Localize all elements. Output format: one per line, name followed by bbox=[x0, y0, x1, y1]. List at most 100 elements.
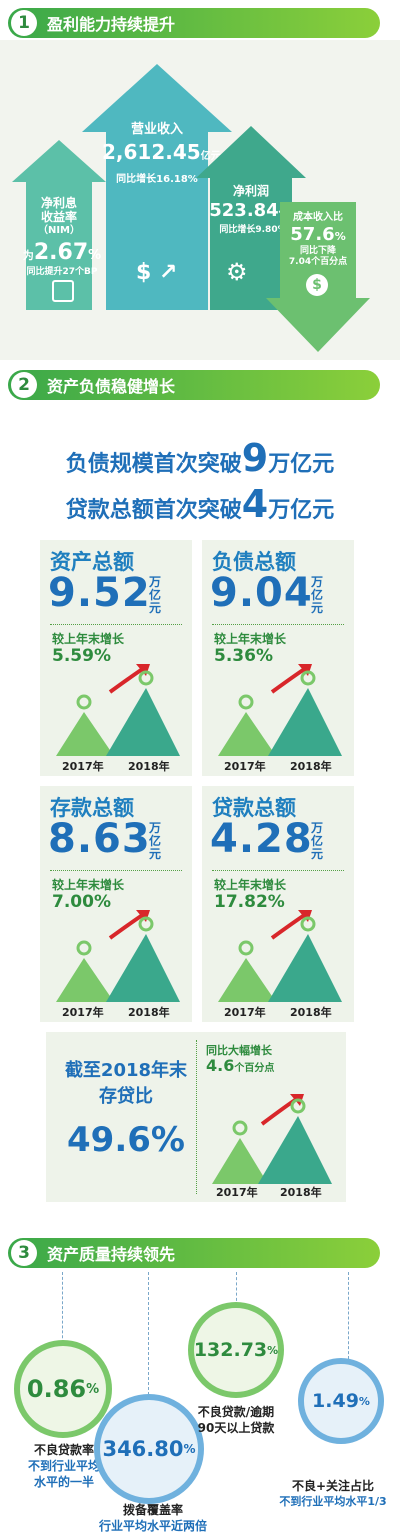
ldr-value: 49.6% bbox=[67, 1120, 185, 1160]
mountain-2018 bbox=[106, 934, 180, 1002]
pin-2017 bbox=[238, 940, 254, 956]
pin-2018 bbox=[138, 916, 154, 932]
profit-arrow-shape bbox=[196, 126, 306, 310]
attention-circle: 1.49% bbox=[298, 1358, 384, 1444]
card-value: 9.52 bbox=[48, 570, 151, 616]
card-mountains bbox=[218, 664, 342, 756]
year-2017: 2017年 bbox=[62, 760, 104, 773]
pin-2017 bbox=[238, 694, 254, 710]
npl-text: 不良贷款率 不到行业平均 水平的一半 bbox=[27, 1443, 100, 1489]
npl-circle: 0.86% bbox=[14, 1340, 112, 1438]
overdue-text: 不良贷款/逾期 90天以上贷款 bbox=[197, 1405, 275, 1435]
npl-line bbox=[62, 1272, 63, 1348]
ldr-pct: 4.6个百分点 bbox=[206, 1056, 275, 1075]
card-sub: 较上年末增长 bbox=[52, 878, 125, 892]
card-sub: 较上年末增长 bbox=[52, 632, 125, 646]
card-value: 4.28 bbox=[210, 816, 313, 862]
mountain-2017 bbox=[56, 958, 114, 1002]
coverage-circle: 346.80% bbox=[94, 1394, 204, 1504]
nim-value: 为2.67% bbox=[22, 240, 102, 265]
coverage-line bbox=[148, 1272, 149, 1400]
card-mountains bbox=[56, 910, 180, 1002]
cost-label: 成本收入比 bbox=[293, 212, 343, 223]
card-mountains bbox=[56, 664, 180, 756]
mountain-2017 bbox=[218, 958, 276, 1002]
card-title: 负债总额 bbox=[212, 550, 296, 574]
card-pct: 7.00% bbox=[52, 892, 111, 912]
overdue-circle: 132.73% bbox=[188, 1302, 284, 1398]
nim-arrow-shape bbox=[12, 140, 106, 310]
ldr-label: 截至2018年末 存贷比 bbox=[64, 1060, 188, 1107]
gear-icon: ⚙ bbox=[226, 258, 248, 286]
card-unit: 万亿元 bbox=[310, 821, 323, 861]
card-value: 8.63 bbox=[48, 816, 151, 862]
section3-title: 资产质量持续领先 bbox=[47, 1245, 176, 1264]
metric-card: 存款总额 8.63 万亿元 较上年末增长 7.00% 2017年 2018年 bbox=[40, 786, 192, 1022]
metric-card: 负债总额 9.04 万亿元 较上年末增长 5.36% 2017年 2018年 bbox=[202, 540, 354, 776]
attention-line bbox=[348, 1272, 349, 1364]
year-2018: 2018年 bbox=[290, 760, 332, 773]
revenue-arrow-shape bbox=[82, 64, 232, 310]
pin-2018 bbox=[300, 670, 316, 686]
ldr-mountains bbox=[212, 1094, 332, 1184]
section3-header: 3 资产质量持续领先 bbox=[8, 1238, 380, 1268]
section2-number: 2 bbox=[11, 372, 37, 398]
card-pct: 5.59% bbox=[52, 646, 111, 666]
mountain-2018 bbox=[268, 934, 342, 1002]
ldr-sub: 同比大幅增长 bbox=[206, 1044, 272, 1057]
card-divider bbox=[50, 870, 182, 871]
card-divider bbox=[212, 624, 344, 625]
pin-2018 bbox=[300, 916, 316, 932]
card-sub: 较上年末增长 bbox=[214, 632, 287, 646]
document-icon bbox=[52, 280, 74, 302]
ldr-card: 截至2018年末 存贷比 49.6% 同比大幅增长 4.6个百分点 2017年 … bbox=[46, 1032, 346, 1202]
revenue-value: 2,612.45亿元 bbox=[102, 140, 221, 164]
headline-liabilities: 负债规模首次突破9万亿元 bbox=[65, 436, 335, 480]
card-pct: 5.36% bbox=[214, 646, 273, 666]
section1-header: 1 盈利能力持续提升 bbox=[8, 8, 380, 38]
section3-number: 3 bbox=[11, 1240, 37, 1266]
cost-sub: 同比下降 7.04个百分点 bbox=[288, 246, 348, 267]
year-2018: 2018年 bbox=[128, 760, 170, 773]
coverage-text: 拨备覆盖率 行业平均水平近两倍 bbox=[98, 1503, 207, 1533]
ldr-divider bbox=[196, 1040, 197, 1194]
card-pct: 17.82% bbox=[214, 892, 285, 912]
overdue-line bbox=[236, 1272, 237, 1306]
metric-card: 贷款总额 4.28 万亿元 较上年末增长 17.82% 2017年 2018年 bbox=[202, 786, 354, 1022]
card-unit: 万亿元 bbox=[310, 575, 323, 615]
year-2017: 2017年 bbox=[62, 1006, 104, 1019]
section2-header: 2 资产负债稳健增长 bbox=[8, 370, 380, 400]
pin-2017 bbox=[76, 940, 92, 956]
card-unit: 万亿元 bbox=[148, 575, 161, 615]
card-divider bbox=[212, 870, 344, 871]
card-mountains bbox=[218, 910, 342, 1002]
card-divider bbox=[50, 624, 182, 625]
card-sub: 较上年末增长 bbox=[214, 878, 287, 892]
card-title: 资产总额 bbox=[50, 550, 134, 574]
ldr-year-2017: 2017年 bbox=[216, 1186, 258, 1199]
mountain-2018 bbox=[106, 688, 180, 756]
pin-2018 bbox=[138, 670, 154, 686]
year-2018: 2018年 bbox=[290, 1006, 332, 1019]
year-2018: 2018年 bbox=[128, 1006, 170, 1019]
ldr-year-2018: 2018年 bbox=[280, 1186, 322, 1199]
revenue-label: 营业收入 bbox=[130, 122, 183, 137]
nim-sub: 同比提升27个BP bbox=[26, 267, 98, 277]
profit-sub: 同比增长9.80% bbox=[219, 225, 287, 235]
section1-number: 1 bbox=[11, 10, 37, 36]
dollar-chart-icon: $ ↗ bbox=[136, 260, 178, 285]
card-title: 贷款总额 bbox=[212, 796, 296, 820]
money-bag-icon: $ bbox=[306, 274, 328, 296]
metric-card: 资产总额 9.52 万亿元 较上年末增长 5.59% 2017年 2018年 bbox=[40, 540, 192, 776]
revenue-sub: 同比增长16.18% bbox=[116, 174, 198, 185]
mountain-2018 bbox=[268, 688, 342, 756]
card-unit: 万亿元 bbox=[148, 821, 161, 861]
mountain-2017 bbox=[218, 712, 276, 756]
year-2017: 2017年 bbox=[224, 760, 266, 773]
pin-2017 bbox=[76, 694, 92, 710]
profit-label: 净利润 bbox=[232, 184, 269, 198]
attention-text: 不良+关注占比 不到行业平均水平1/3 bbox=[279, 1479, 387, 1508]
mountain-2017 bbox=[56, 712, 114, 756]
nim-label: 净利息 收益率 （NIM） bbox=[37, 196, 81, 236]
headline-loans: 贷款总额首次突破4万亿元 bbox=[65, 482, 335, 526]
